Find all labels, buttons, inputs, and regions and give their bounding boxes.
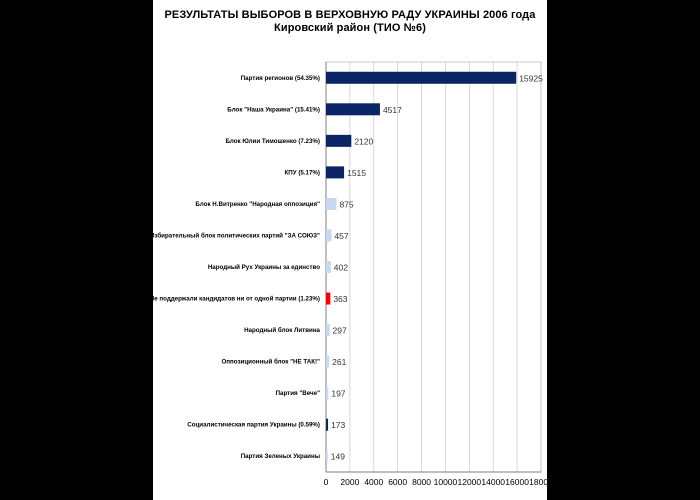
bar	[326, 197, 337, 210]
chart-title: РЕЗУЛЬТАТЫ ВЫБОРОВ В ВЕРХОВНУЮ РАДУ УКРА…	[164, 9, 536, 21]
category-label: Блок Юлии Тимошенко (7.23%)	[225, 138, 320, 145]
bar	[326, 166, 345, 179]
data-label: 875	[339, 199, 353, 209]
category-label: Блок "Наша Украина" (15.41%)	[227, 106, 320, 113]
x-tick-label: 18000	[529, 477, 553, 487]
data-label: 297	[333, 326, 347, 336]
category-label: КПУ (5.17%)	[285, 169, 320, 176]
data-label: 402	[334, 263, 348, 273]
x-tick-label: 12000	[458, 477, 482, 487]
x-tick-label: 4000	[364, 477, 383, 487]
data-label: 1515	[347, 168, 366, 178]
x-tick-label: 16000	[505, 477, 529, 487]
x-tick-label: 6000	[388, 477, 407, 487]
category-label: Народный блок Литвина	[244, 327, 320, 334]
bar	[326, 103, 380, 116]
data-label: 197	[331, 389, 345, 399]
data-label: 2120	[354, 136, 373, 146]
data-label: 457	[334, 231, 348, 241]
category-label: Партия "Вече"	[276, 390, 320, 397]
bar	[326, 355, 330, 368]
data-label: 149	[331, 452, 345, 462]
bar	[326, 324, 330, 337]
x-tick-label: 2000	[340, 477, 359, 487]
data-label: 15925	[519, 73, 543, 83]
x-tick-label: 8000	[412, 477, 431, 487]
data-label: 363	[333, 294, 347, 304]
category-label: Блок Н.Витренко "Народная оппозиция"	[195, 201, 320, 208]
bar	[326, 134, 352, 147]
x-tick-label: 0	[324, 477, 329, 487]
category-label: Избирательный блок политических партий "…	[150, 232, 320, 239]
x-tick-label: 10000	[434, 477, 458, 487]
bar	[326, 292, 331, 305]
category-label: Оппозиционный блок "НЕ ТАК!"	[221, 359, 320, 366]
category-label: Партия регионов (54.35%)	[241, 75, 320, 82]
category-label: Партия Зеленых Украины	[241, 453, 320, 460]
bar	[326, 450, 328, 463]
category-label: Народный Рух Украины за единство	[208, 264, 320, 271]
bar	[326, 261, 331, 273]
bar	[326, 387, 329, 400]
data-label: 4517	[383, 105, 402, 115]
data-label: 261	[332, 357, 346, 367]
data-label: 173	[331, 420, 345, 430]
plot-area-border	[325, 61, 542, 473]
bar	[326, 229, 332, 242]
bar	[326, 71, 517, 84]
category-label: Социалистическая партия Украины (0.59%)	[187, 422, 320, 429]
category-label: Не поддержали кандидатов ни от одной пар…	[150, 296, 320, 303]
x-tick-label: 14000	[481, 477, 505, 487]
bar	[326, 418, 329, 431]
chart-subtitle: Кировский район (ТИО №6)	[274, 22, 426, 34]
